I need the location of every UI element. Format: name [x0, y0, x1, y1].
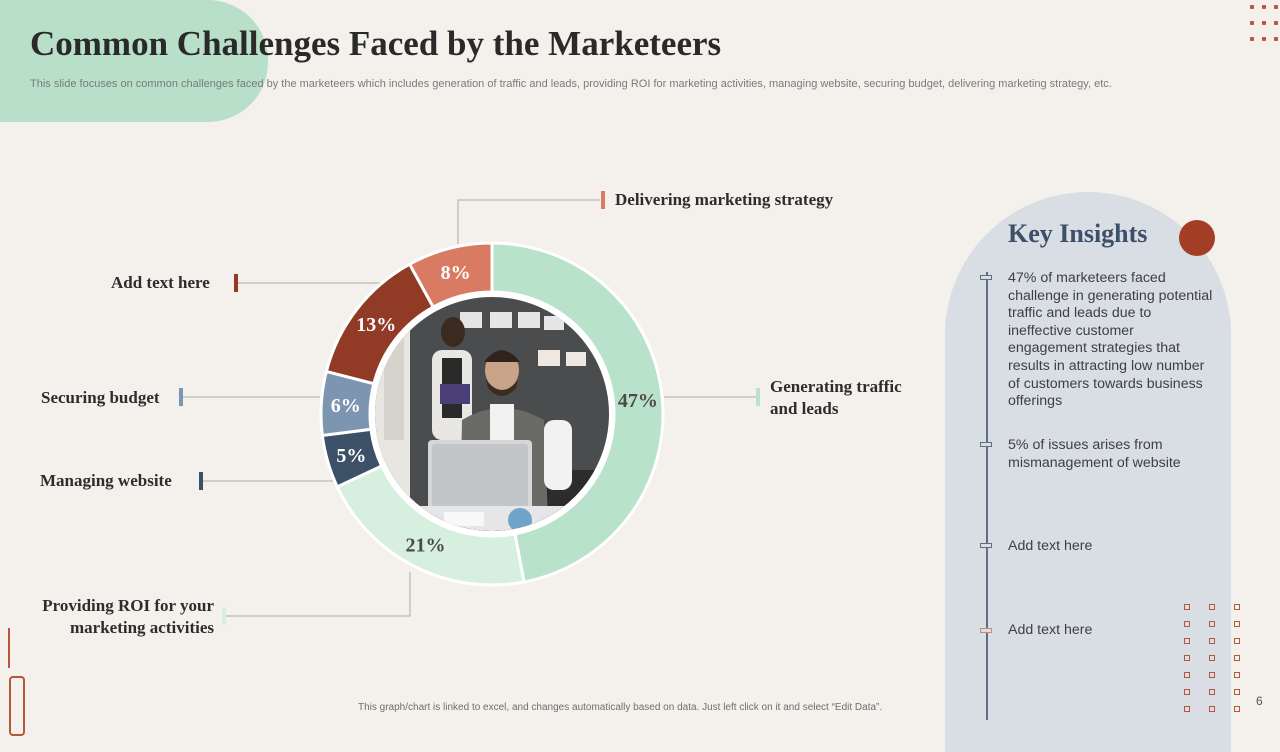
- tick-roi: [222, 607, 226, 625]
- slice-value-label: 47%: [618, 390, 658, 412]
- slice-value-label: 13%: [356, 314, 396, 336]
- decorative-corner-line: [8, 628, 10, 668]
- timeline-marker: [980, 543, 992, 548]
- slice-value-label: 8%: [441, 262, 471, 284]
- tick-securing: [179, 388, 183, 406]
- label-delivering-marketing-strategy: Delivering marketing strategy: [615, 190, 834, 209]
- slide-subtitle: This slide focuses on common challenges …: [30, 78, 1112, 90]
- insight-item: Add text here: [1008, 622, 1093, 638]
- center-photo: [375, 297, 609, 531]
- slide-title: Common Challenges Faced by the Marketeer…: [30, 24, 722, 63]
- photo-ring: [370, 292, 614, 536]
- label-managing-website: Managing website: [40, 471, 172, 490]
- slice-value-label: 6%: [331, 395, 361, 417]
- page-number: 6: [1256, 694, 1263, 708]
- timeline-marker: [980, 442, 992, 447]
- decorative-corner-box: [9, 676, 25, 736]
- label-add-text-here: Add text here: [111, 273, 210, 292]
- tick-traffic: [756, 388, 760, 406]
- red-circle-icon: [1179, 220, 1215, 256]
- insight-item: 5% of issues arises from mismanagement o…: [1008, 437, 1181, 471]
- timeline-marker: [980, 275, 992, 280]
- tick-delivering: [601, 191, 605, 209]
- tick-add-text: [234, 274, 238, 292]
- label-providing-roi: Providing ROI for your marketing activit…: [42, 596, 214, 637]
- slice-value-label: 5%: [336, 445, 366, 467]
- label-generating-traffic: Generating traffic and leads: [770, 377, 902, 418]
- insight-item: Add text here: [1008, 538, 1093, 554]
- label-securing-budget: Securing budget: [41, 388, 160, 407]
- decorative-dot-grid-bottom: [1184, 604, 1244, 720]
- timeline-marker: [980, 628, 992, 633]
- chart-footnote: This graph/chart is linked to excel, and…: [358, 702, 883, 713]
- tick-managing: [199, 472, 203, 490]
- key-insights-panel: [945, 192, 1231, 752]
- connector-roi: [226, 572, 411, 617]
- slice-value-label: 21%: [405, 535, 445, 557]
- insight-item: 47% of marketeers faced challenge in gen…: [1008, 270, 1213, 410]
- donut-slices: [319, 241, 665, 587]
- connector-delivering: [457, 199, 600, 244]
- timeline-line: [986, 272, 988, 720]
- title-accent-shape: [0, 0, 268, 122]
- donut-chart: 47% 21% 5% 6% 13% 8%: [183, 199, 758, 617]
- decorative-dot-grid-top: [1250, 5, 1280, 45]
- key-insights-title: Key Insights: [1008, 219, 1148, 248]
- slice-value-labels: 47% 21% 5% 6% 13% 8%: [331, 262, 658, 556]
